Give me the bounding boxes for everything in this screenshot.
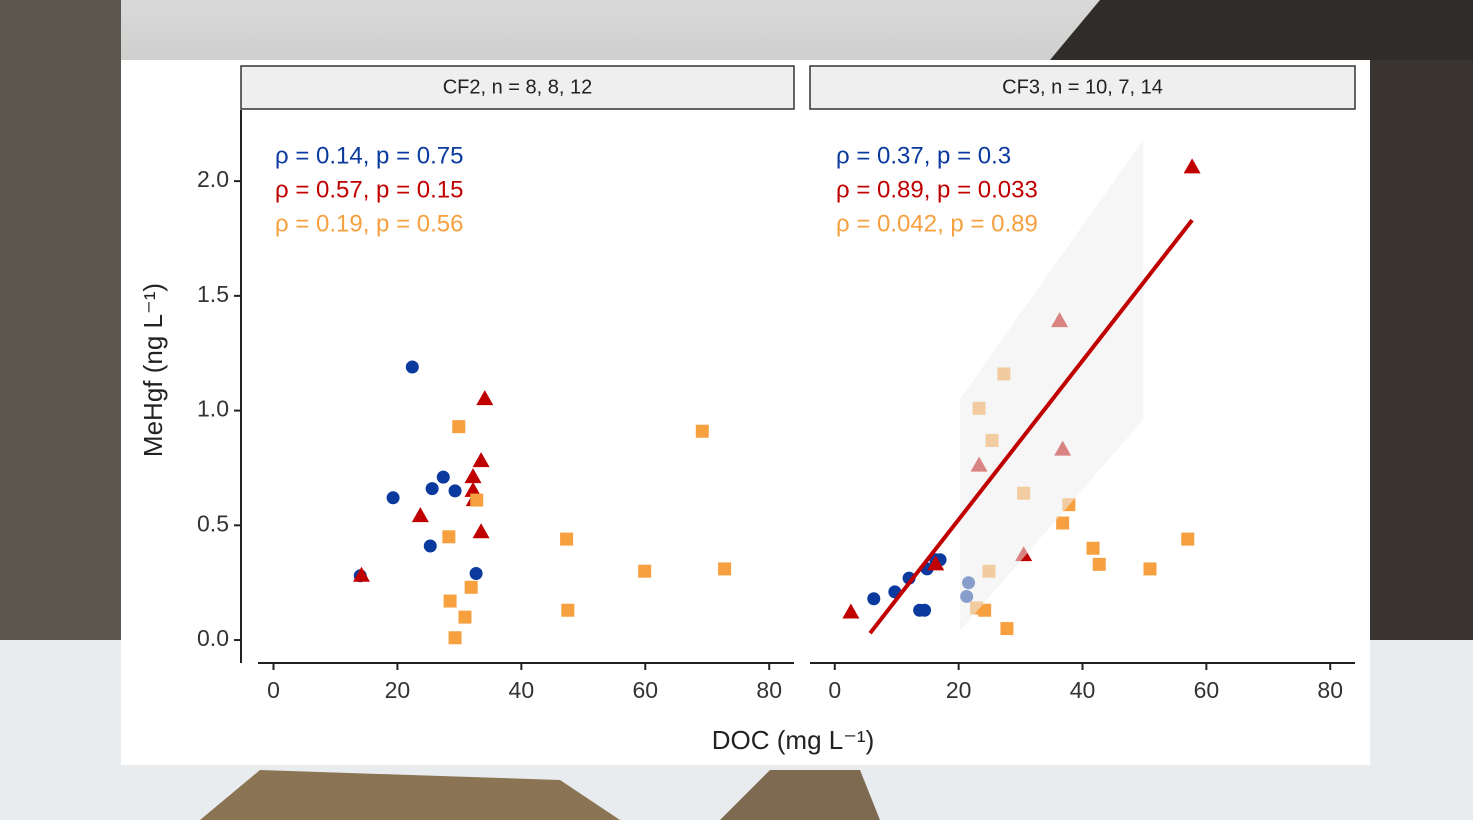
point bbox=[442, 530, 456, 544]
x-tick-label: 20 bbox=[946, 677, 972, 703]
x-tick-label: 60 bbox=[1194, 677, 1220, 703]
point bbox=[464, 580, 478, 594]
point bbox=[867, 592, 881, 606]
point bbox=[918, 603, 932, 617]
point bbox=[443, 594, 457, 608]
point bbox=[1000, 622, 1014, 636]
chart-panel bbox=[121, 60, 1370, 765]
facet-strip bbox=[809, 65, 1356, 110]
point bbox=[448, 484, 462, 498]
annotation: ρ = 0.042, p = 0.89 bbox=[836, 210, 1038, 237]
annotation: ρ = 0.37, p = 0.3 bbox=[836, 142, 1011, 169]
x-tick-label: 60 bbox=[632, 677, 658, 703]
x-tick-label: 0 bbox=[828, 677, 841, 703]
y-tick-label: 1.0 bbox=[197, 396, 229, 422]
point bbox=[386, 491, 400, 505]
annotation: ρ = 0.89, p = 0.033 bbox=[836, 176, 1038, 203]
x-tick-label: 80 bbox=[756, 677, 782, 703]
point bbox=[425, 482, 439, 496]
x-tick-label: 20 bbox=[385, 677, 411, 703]
point bbox=[978, 603, 992, 617]
point bbox=[1143, 562, 1157, 576]
y-tick-label: 1.5 bbox=[197, 281, 229, 307]
point bbox=[927, 555, 945, 571]
annotation: ρ = 0.14, p = 0.75 bbox=[275, 142, 463, 169]
y-tick-label: 2.0 bbox=[197, 166, 229, 192]
point bbox=[472, 452, 490, 468]
point bbox=[560, 532, 574, 546]
x-tick-label: 40 bbox=[509, 677, 535, 703]
point bbox=[638, 564, 652, 578]
facet-strip bbox=[240, 65, 795, 110]
fit-line bbox=[868, 218, 1194, 635]
point bbox=[561, 603, 575, 617]
point bbox=[1183, 158, 1201, 174]
point bbox=[464, 468, 482, 484]
point bbox=[452, 420, 466, 434]
facet-title: CF3, n = 10, 7, 14 bbox=[1002, 76, 1163, 98]
y-tick-label: 0.0 bbox=[197, 625, 229, 651]
y-tick-label: 0.5 bbox=[197, 510, 229, 536]
point bbox=[472, 523, 490, 539]
point bbox=[458, 610, 472, 624]
annotation: ρ = 0.19, p = 0.56 bbox=[275, 210, 463, 237]
confidence-band bbox=[959, 139, 1144, 631]
annotation: ρ = 0.57, p = 0.15 bbox=[275, 176, 463, 203]
point bbox=[1086, 541, 1100, 555]
point bbox=[405, 360, 419, 374]
x-tick-label: 80 bbox=[1317, 677, 1343, 703]
point bbox=[448, 631, 462, 645]
x-tick-label: 40 bbox=[1070, 677, 1096, 703]
y-axis-title: MeHgf (ng L⁻¹) bbox=[138, 283, 168, 457]
point bbox=[476, 390, 494, 406]
x-tick-label: 0 bbox=[267, 677, 280, 703]
point bbox=[423, 539, 437, 553]
facet-title: CF2, n = 8, 8, 12 bbox=[443, 76, 593, 98]
point bbox=[842, 603, 860, 619]
point bbox=[436, 470, 450, 484]
point bbox=[1092, 557, 1106, 571]
point bbox=[1181, 532, 1195, 546]
point bbox=[411, 507, 429, 523]
point bbox=[695, 424, 709, 438]
point bbox=[352, 566, 370, 582]
point bbox=[469, 567, 483, 581]
point bbox=[1056, 516, 1070, 530]
point bbox=[464, 481, 482, 497]
point bbox=[718, 562, 732, 576]
point bbox=[470, 493, 484, 507]
x-axis-title: DOC (mg L⁻¹) bbox=[712, 725, 875, 755]
